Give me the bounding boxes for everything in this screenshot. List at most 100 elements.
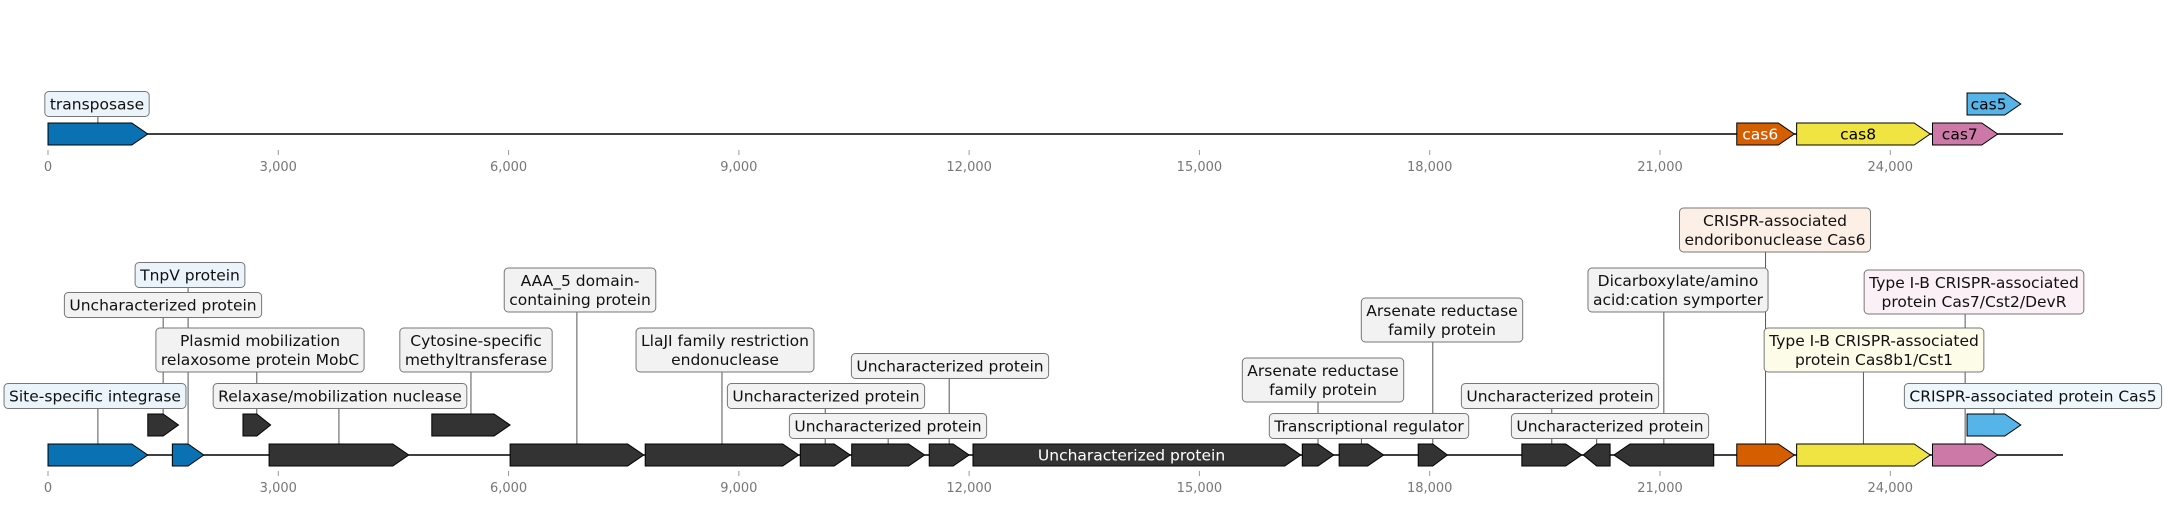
gene-inline-label: cas5 — [1971, 96, 2007, 114]
gene-inline-label: cas8 — [1840, 126, 1876, 144]
gene-arrow[interactable] — [1521, 443, 1583, 467]
gene-label-text: LlaJI family restriction — [641, 332, 809, 350]
axis-tick-label: 21,000 — [1637, 481, 1683, 496]
gene-label-box — [155, 327, 365, 373]
gene-arrow[interactable] — [268, 443, 410, 467]
gene-arrow[interactable] — [1582, 443, 1611, 467]
gene-arrow[interactable] — [1796, 122, 1932, 146]
gene-arrow[interactable] — [928, 443, 971, 467]
gene-label: Uncharacterized protein — [1510, 413, 1710, 439]
gene-label: TnpV protein — [134, 262, 246, 288]
gene-label: Uncharacterized protein — [850, 353, 1050, 379]
axis-tick-label: 21,000 — [1637, 160, 1683, 175]
gene-label-text: Uncharacterized protein — [1516, 418, 1703, 436]
gene-label-box — [134, 262, 246, 288]
axis-tick-label: 9,000 — [720, 481, 757, 496]
gene-arrow[interactable] — [171, 443, 205, 467]
axis-tick-label: 24,000 — [1868, 481, 1914, 496]
gene-label: Site-specific integrase — [3, 383, 187, 409]
gene-inline-label: cas6 — [1742, 126, 1778, 144]
gene-label-box — [44, 91, 150, 117]
gene-arrow[interactable] — [147, 413, 180, 437]
gene-arrow[interactable] — [1932, 122, 1999, 146]
gene-label-box — [503, 267, 657, 313]
gene-arrow[interactable] — [509, 443, 645, 467]
gene-label-text: Uncharacterized protein — [69, 297, 256, 315]
gene-arrow[interactable] — [1736, 443, 1796, 467]
gene-label-text: containing protein — [509, 291, 651, 309]
genome-track-2: 0 3,000 6,000 9,000 12,000 15,000 18,000 21,000… — [3, 207, 2163, 496]
gene-label-box — [63, 292, 263, 318]
gene-arrow[interactable] — [1338, 443, 1385, 467]
gene-label: Transcriptional regulator — [1268, 413, 1470, 439]
gene-arrow[interactable] — [1966, 413, 2022, 437]
gene-arrow[interactable] — [644, 443, 800, 467]
gene-arrow[interactable] — [242, 413, 272, 437]
axis-tick-label: 18,000 — [1407, 160, 1453, 175]
axis-tick-label: 12,000 — [946, 481, 992, 496]
gene-label-box — [1360, 297, 1524, 343]
gene-label-text: Arsenate reductase — [1247, 362, 1398, 380]
gene-label-text: Uncharacterized protein — [1466, 388, 1653, 406]
gene-inline-label: cas7 — [1942, 126, 1978, 144]
gene-label: Uncharacterized protein — [726, 383, 926, 409]
gene-arrow[interactable] — [1613, 443, 1715, 467]
gene-label-box — [788, 413, 988, 439]
gene-arrow[interactable] — [1736, 122, 1796, 146]
gene-label-text: CRISPR-associated — [1703, 212, 1847, 230]
gene-label-text: acid:cation symporter — [1593, 291, 1764, 309]
gene-label-text: family protein — [1388, 321, 1496, 339]
gene-label-text: Type I-B CRISPR-associated — [1868, 274, 2079, 292]
axis-tick-label: 6,000 — [490, 160, 527, 175]
gene-arrow[interactable] — [47, 122, 149, 146]
axis-tick-label: 12,000 — [946, 160, 992, 175]
gene-label-text: transposase — [50, 96, 144, 114]
gene-arrow[interactable] — [972, 443, 1302, 467]
axis-tick-label: 15,000 — [1177, 481, 1223, 496]
gene-arrow[interactable] — [851, 443, 926, 467]
axis-tick-label: 9,000 — [720, 160, 757, 175]
gene-arrow[interactable] — [1301, 443, 1335, 467]
gene-arrow[interactable] — [431, 413, 511, 437]
gene-label-box — [399, 327, 553, 373]
gene-arrow[interactable] — [1417, 443, 1449, 467]
gene-label-text: protein Cas7/Cst2/DevR — [1882, 293, 2067, 311]
gene-arrow[interactable] — [47, 443, 149, 467]
axis-tick-label: 6,000 — [490, 481, 527, 496]
gene-label-box — [3, 383, 187, 409]
gene-label-text: methyltransferase — [405, 351, 547, 369]
gene-label: transposase — [44, 91, 150, 117]
gene-label-text: Dicarboxylate/amino — [1598, 272, 1759, 290]
gene-label-text: CRISPR-associated protein Cas5 — [1909, 388, 2156, 406]
gene-arrow[interactable] — [1932, 443, 1999, 467]
gene-label-text: Uncharacterized protein — [856, 358, 1043, 376]
gene-label-text: Uncharacterized protein — [794, 418, 981, 436]
gene-label: CRISPR-associated protein Cas5 — [1903, 383, 2163, 409]
gene-label-text: protein Cas8b1/Cst1 — [1795, 351, 1953, 369]
gene-label-text: TnpV protein — [139, 267, 240, 285]
gene-arrow[interactable] — [799, 443, 852, 467]
axis-tick-label: 0 — [44, 481, 52, 496]
gene-label-box — [635, 327, 815, 373]
gene-arrow[interactable] — [1966, 92, 2022, 116]
gene-arrow[interactable] — [1796, 443, 1932, 467]
gene-label-box — [212, 383, 468, 409]
gene-label-text: Uncharacterized protein — [732, 388, 919, 406]
axis-tick-label: 15,000 — [1177, 160, 1223, 175]
gene-label-text: relaxosome protein MobC — [161, 351, 359, 369]
gene-label-box — [1241, 357, 1405, 403]
gene-label-text: Arsenate reductase — [1366, 302, 1517, 320]
gene-label: AAA_5 domain-containing protein — [503, 267, 657, 313]
gene-label: Uncharacterized protein — [1460, 383, 1660, 409]
axis-tick-label: 0 — [44, 160, 52, 175]
gene-label-text: Transcriptional regulator — [1273, 418, 1464, 436]
gene-label-text: AAA_5 domain- — [521, 272, 640, 291]
gene-label-box — [1763, 327, 1985, 373]
